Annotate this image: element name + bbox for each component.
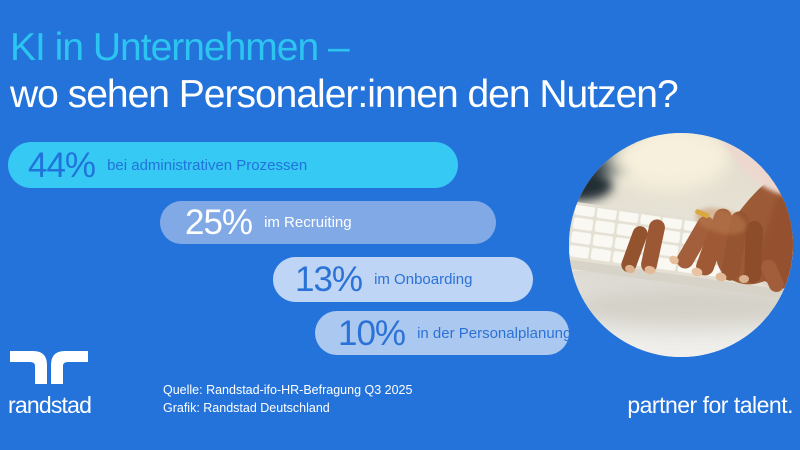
bar-label: im Recruiting <box>264 214 352 231</box>
bar-label: im Onboarding <box>374 271 473 288</box>
bar-onboarding: 13% im Onboarding <box>273 257 533 302</box>
bar-administrative-prozesse: 44% bei administrativen Prozessen <box>8 142 458 188</box>
title-line-2: wo sehen Personaler:innen den Nutzen? <box>10 73 679 116</box>
bar-label: bei administrativen Prozessen <box>107 156 308 174</box>
bar-value: 13% <box>295 260 363 299</box>
bar-value: 44% <box>28 145 96 185</box>
hands-typing-photo <box>569 133 793 357</box>
source-line: Quelle: Randstad-ifo-HR-Befragung Q3 202… <box>163 383 413 397</box>
bar-value: 10% <box>338 313 406 353</box>
bar-label: in der Personalplanung <box>417 324 572 342</box>
title-line-1: KI in Unternehmen – <box>10 26 350 69</box>
bar-recruiting: 25% im Recruiting <box>160 201 496 244</box>
source-credit: Quelle: Randstad-ifo-HR-Befragung Q3 202… <box>163 381 412 417</box>
randstad-logo-icon <box>10 350 88 384</box>
tagline: partner for talent. <box>627 392 793 418</box>
randstad-wordmark: randstad <box>8 392 92 418</box>
credit-line: Grafik: Randstad Deutschland <box>163 401 330 415</box>
page-title: KI in Unternehmen – wo sehen Personaler:… <box>10 24 679 118</box>
bar-value: 25% <box>185 203 253 242</box>
bar-personalplanung: 10% in der Personalplanung <box>315 311 572 355</box>
